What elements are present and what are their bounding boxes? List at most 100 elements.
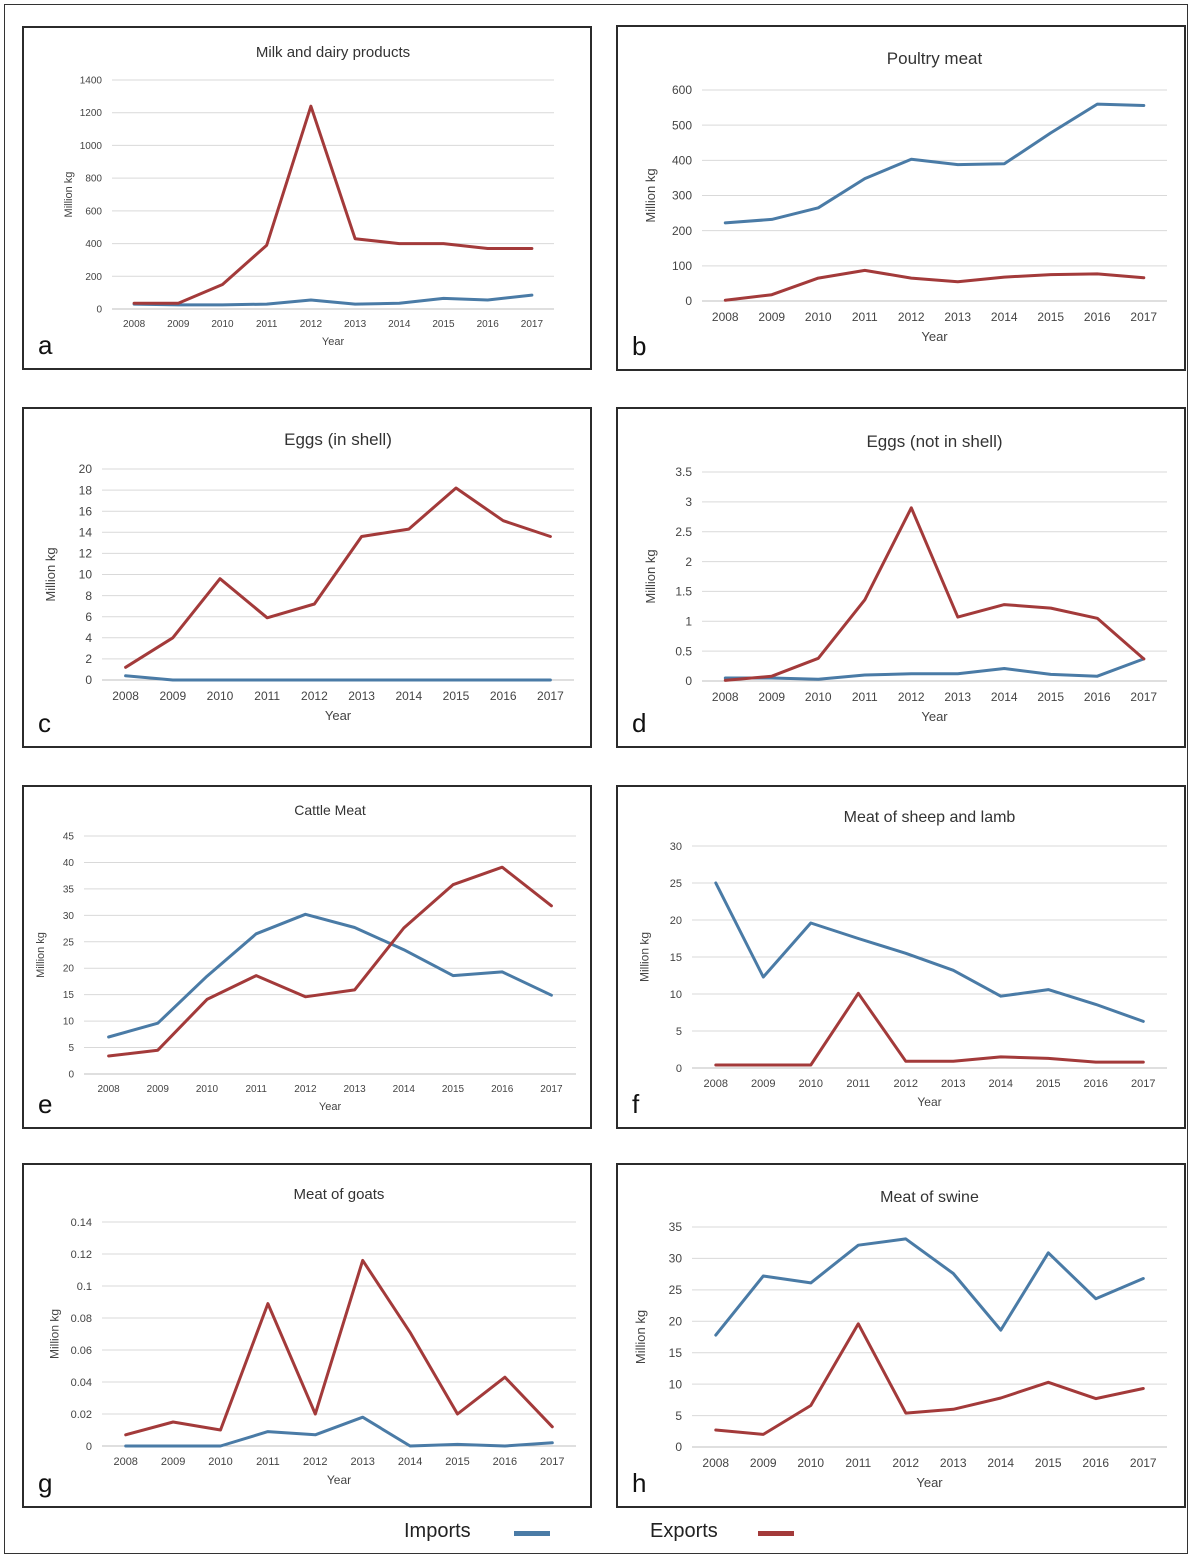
x-tick-label: 2010	[805, 690, 832, 704]
y-tick-label: 1200	[80, 108, 103, 119]
series-line-exports	[723, 506, 1146, 682]
y-tick-label: 100	[672, 259, 692, 273]
y-tick-label: 30	[669, 1252, 683, 1266]
x-tick-label: 2014	[398, 1456, 422, 1468]
x-tick-label: 2017	[521, 319, 544, 330]
x-axis-label: Year	[325, 708, 352, 723]
x-tick-label: 2010	[211, 319, 234, 330]
x-tick-label: 2013	[944, 310, 971, 324]
y-tick-label: 0.02	[71, 1409, 92, 1421]
chart-title: Meat of swine	[880, 1189, 979, 1206]
y-tick-label: 10	[669, 1377, 683, 1391]
y-tick-label: 200	[85, 272, 102, 283]
y-tick-label: 20	[79, 462, 93, 476]
x-tick-label: 2016	[493, 1456, 517, 1468]
x-axis-label: Year	[917, 1095, 941, 1109]
y-tick-label: 14	[79, 526, 93, 540]
x-tick-label: 2009	[758, 310, 785, 324]
x-tick-label: 2017	[540, 1456, 564, 1468]
panel-letter: a	[38, 330, 53, 360]
x-axis-label: Year	[319, 1101, 342, 1113]
x-tick-label: 2013	[941, 1078, 965, 1090]
panel-letter: h	[632, 1468, 646, 1498]
series-line-imports	[124, 1415, 554, 1448]
x-tick-label: 2017	[537, 689, 564, 703]
x-tick-label: 2013	[940, 1456, 967, 1470]
chart-svg-a: Milk and dairy products 0 200 400 600 800 1000…	[38, 44, 554, 360]
y-tick-label: 25	[669, 1283, 683, 1297]
x-tick-label: 2016	[1084, 690, 1111, 704]
y-tick-label: 0	[675, 1440, 682, 1454]
x-tick-label: 2014	[991, 690, 1018, 704]
chart-panel-a: Milk and dairy products 0 200 400 600 800 1000…	[22, 26, 592, 370]
chart-title: Poultry meat	[887, 49, 983, 68]
x-axis-label: Year	[921, 709, 948, 724]
y-tick-label: 8	[85, 589, 92, 603]
y-tick-label: 1400	[80, 76, 103, 87]
x-tick-label: 2011	[254, 689, 280, 703]
series-line-exports	[723, 268, 1146, 302]
x-tick-label: 2017	[1131, 1078, 1155, 1090]
y-tick-label: 4	[85, 631, 92, 645]
x-tick-label: 2017	[1130, 690, 1157, 704]
x-tick-label: 2016	[1082, 1456, 1109, 1470]
x-tick-label: 2016	[1084, 1078, 1108, 1090]
x-tick-label: 2016	[477, 319, 500, 330]
x-tick-label: 2011	[852, 690, 878, 704]
x-tick-label: 2011	[845, 1456, 871, 1470]
legend-imports-swatch	[514, 1531, 550, 1536]
x-tick-label: 2009	[161, 1456, 185, 1468]
x-tick-label: 2011	[256, 319, 278, 330]
series-line-exports	[124, 486, 552, 669]
legend-exports-label: Exports	[650, 1520, 718, 1542]
x-tick-label: 2009	[167, 319, 190, 330]
x-tick-label: 2014	[987, 1456, 1014, 1470]
chart-title: Eggs (not in shell)	[866, 432, 1002, 451]
y-tick-label: 0	[676, 1063, 682, 1075]
y-tick-label: 800	[85, 174, 102, 185]
series-line-exports	[714, 991, 1145, 1067]
y-tick-label: 400	[672, 154, 692, 168]
x-tick-label: 2011	[846, 1078, 870, 1090]
y-tick-label: 45	[63, 832, 75, 843]
x-tick-label: 2010	[208, 1456, 232, 1468]
y-tick-label: 20	[670, 915, 682, 927]
x-tick-label: 2012	[898, 690, 925, 704]
y-tick-label: 15	[63, 990, 75, 1001]
x-tick-label: 2015	[442, 1084, 465, 1095]
x-tick-label: 2012	[892, 1456, 919, 1470]
x-tick-label: 2010	[797, 1456, 824, 1470]
series-line-imports	[714, 881, 1145, 1023]
x-tick-label: 2010	[207, 689, 234, 703]
figure-frame	[4, 4, 1188, 1554]
x-tick-label: 2014	[393, 1084, 416, 1095]
x-tick-label: 2014	[989, 1078, 1013, 1090]
x-tick-label: 2008	[112, 689, 139, 703]
y-tick-label: 600	[672, 83, 692, 97]
x-tick-label: 2011	[245, 1084, 267, 1095]
series-line-imports	[132, 293, 534, 307]
y-tick-label: 0.14	[71, 1217, 92, 1229]
x-tick-label: 2012	[894, 1078, 918, 1090]
chart-svg-f: Meat of sheep and lamb 0 5 10 15 20 25 30 2008 20…	[632, 809, 1167, 1119]
y-tick-label: 20	[669, 1314, 683, 1328]
x-tick-label: 2012	[294, 1084, 317, 1095]
y-tick-label: 35	[669, 1220, 683, 1234]
y-tick-label: 10	[79, 568, 93, 582]
y-tick-label: 2	[685, 555, 692, 569]
chart-svg-d: Eggs (not in shell) 0 0.5 1 1.5 2 2.5 3 3.5 2008 2…	[632, 432, 1167, 738]
panel-letter: e	[38, 1089, 52, 1119]
y-tick-label: 400	[85, 239, 102, 250]
x-tick-label: 2009	[147, 1084, 170, 1095]
x-tick-label: 2011	[256, 1456, 280, 1468]
x-tick-label: 2013	[344, 319, 367, 330]
series-line-imports	[107, 912, 553, 1039]
x-tick-label: 2016	[491, 1084, 514, 1095]
x-tick-label: 2017	[540, 1084, 563, 1095]
chart-panel-g: Meat of goats 0 0.02 0.04 0.06 0.08 0.1 0.12 0.1…	[22, 1163, 592, 1508]
chart-svg-g: Meat of goats 0 0.02 0.04 0.06 0.08 0.1 0.12 0.1…	[38, 1186, 576, 1498]
x-tick-label: 2015	[443, 689, 470, 703]
x-tick-label: 2013	[348, 689, 375, 703]
y-tick-label: 12	[79, 547, 93, 561]
x-tick-label: 2008	[97, 1084, 120, 1095]
